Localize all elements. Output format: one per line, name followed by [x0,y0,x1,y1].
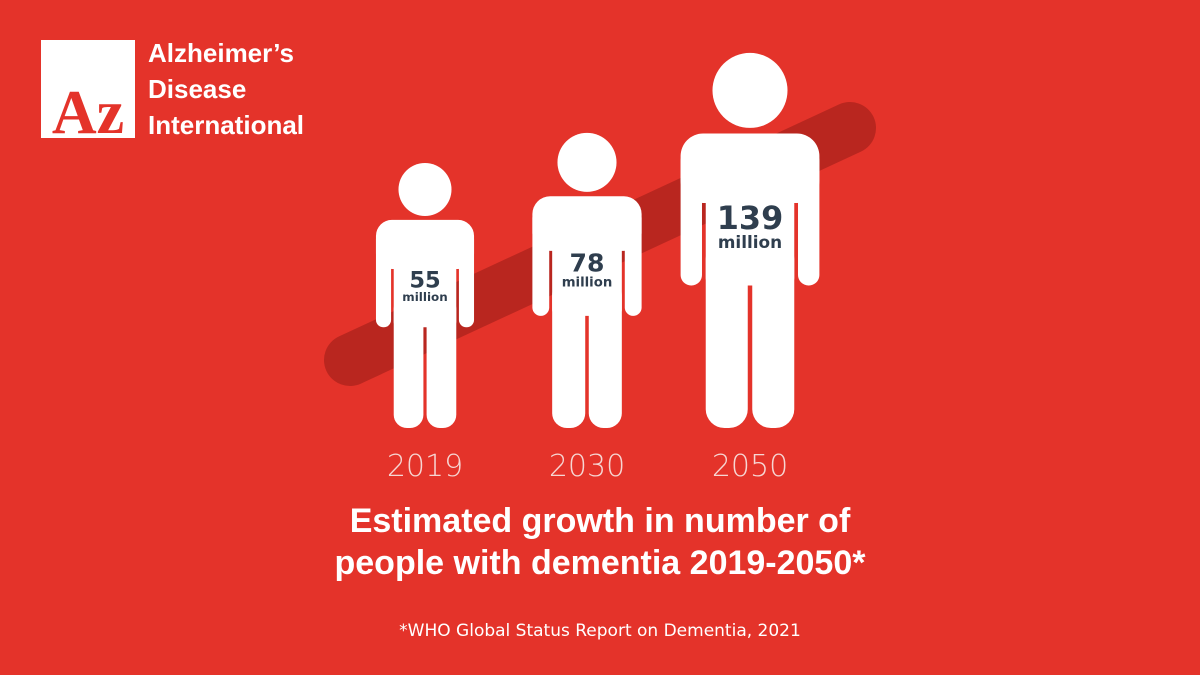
leg [588,280,622,428]
arm [680,150,702,286]
leg [426,295,457,428]
logo-text: International [148,110,304,140]
value-label: 139 [717,199,784,237]
head [557,132,617,192]
logo-mark: Az [52,79,124,147]
arm [624,209,642,316]
category-label: 2030 [549,449,625,484]
value-label: 55 [409,268,440,294]
arm [532,209,550,316]
leg [752,240,795,428]
unit-label: million [718,232,782,252]
unit-label: million [562,275,613,290]
logo: Az Alzheimer’s Disease International [41,38,304,147]
head [398,162,452,216]
chart-title: people with dementia 2019-2050* [335,544,867,582]
leg [705,240,748,428]
arm [458,231,475,328]
leg [393,295,424,428]
category-label: 2050 [712,449,788,484]
unit-label: million [402,290,447,304]
logo-text: Alzheimer’s [148,38,294,68]
logo-box [41,40,135,138]
source-note: *WHO Global Status Report on Dementia, 2… [399,621,801,641]
category-label: 2019 [387,449,463,484]
arm [375,231,392,328]
arm [798,150,820,286]
logo-text: Disease [148,74,246,104]
value-label: 78 [570,249,605,278]
chart-title: Estimated growth in number of [350,502,851,540]
head [712,52,788,128]
leg [552,280,586,428]
